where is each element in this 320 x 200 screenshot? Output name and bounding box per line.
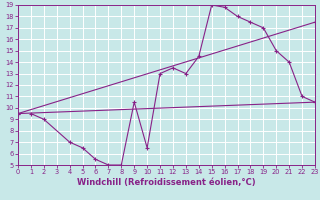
X-axis label: Windchill (Refroidissement éolien,°C): Windchill (Refroidissement éolien,°C) (77, 178, 256, 187)
